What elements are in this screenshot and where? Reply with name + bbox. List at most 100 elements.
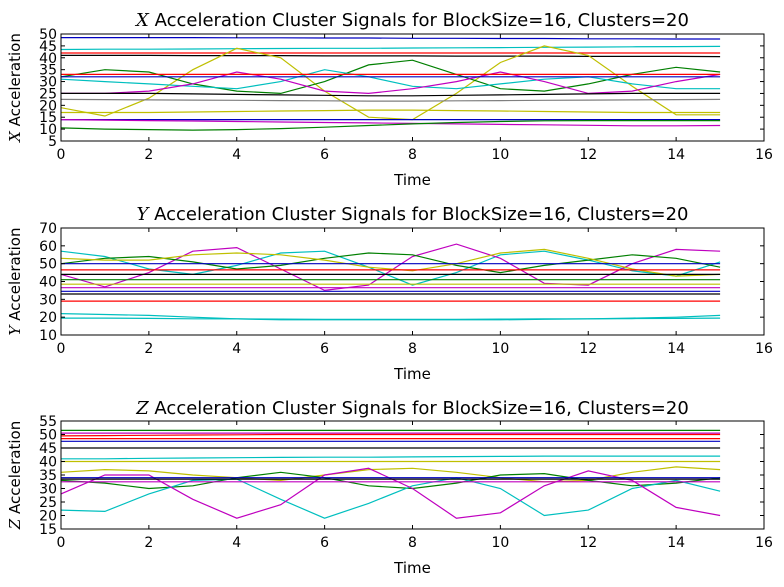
plot-frame	[60, 420, 765, 530]
y-label-text: Acceleration	[6, 228, 24, 326]
series-line-11	[61, 98, 721, 102]
chart-title: X Acceleration Cluster Signals for Block…	[134, 10, 689, 31]
x-tick-label: 12	[579, 535, 597, 551]
y-tick-label: 15	[39, 522, 57, 538]
y-tick-label: 40	[39, 51, 57, 67]
y-tick-label: 35	[39, 63, 57, 79]
series-line-1	[61, 45, 721, 51]
y-tick-label: 30	[39, 75, 57, 91]
y-tick-label: 30	[39, 292, 57, 308]
x-tick-label: 0	[57, 535, 66, 551]
x-tick-label: 16	[755, 535, 773, 551]
x-tick-label: 2	[144, 147, 153, 163]
series-line-7	[61, 71, 721, 95]
y-axis-label: X Acceleration	[6, 33, 24, 143]
x-tick-label: 0	[57, 341, 66, 357]
y-tick-label: 45	[39, 441, 57, 457]
series-line-14	[61, 317, 721, 320]
x-tick-label: 16	[755, 147, 773, 163]
x-tick-label: 8	[408, 341, 417, 357]
series-line-14	[61, 119, 721, 127]
y-tick-label: 35	[39, 468, 57, 484]
y-tick-label: 25	[39, 495, 57, 511]
y-tick-label: 15	[39, 110, 57, 126]
x-tick-label: 14	[667, 341, 685, 357]
x-tick-label: 2	[144, 341, 153, 357]
y-tick-label: 10	[39, 122, 57, 138]
title-variable: X	[134, 10, 150, 31]
series-line-6	[61, 455, 721, 460]
x-tick-label: 6	[320, 147, 329, 163]
x-tick-label: 12	[579, 147, 597, 163]
x-axis-label: Time	[393, 559, 431, 577]
y-tick-label: 20	[39, 310, 57, 326]
x-tick-label: 6	[320, 535, 329, 551]
x-tick-label: 8	[408, 535, 417, 551]
series-line-3	[61, 54, 721, 58]
x-tick-label: 4	[232, 341, 241, 357]
series-group	[61, 243, 721, 321]
series-line-10	[61, 92, 721, 97]
y-label-variable: X	[6, 130, 24, 143]
x-tick-label: 6	[320, 341, 329, 357]
y-axis-label: Z Acceleration	[6, 421, 24, 530]
y-tick-label: 5	[48, 134, 57, 150]
series-group	[61, 36, 721, 131]
series-line-0	[61, 250, 721, 286]
series-line-1	[61, 243, 721, 292]
x-tick-label: 12	[579, 341, 597, 357]
y-label-text: Acceleration	[6, 33, 24, 131]
series-line-0	[61, 36, 721, 40]
series-line-2	[61, 433, 721, 437]
title-text: Acceleration Cluster Signals for BlockSi…	[149, 398, 689, 419]
x-tick-label: 10	[491, 535, 509, 551]
y-tick-label: 20	[39, 509, 57, 525]
series-line-6	[61, 69, 721, 90]
chart-title: Y Acceleration Cluster Signals for Block…	[137, 204, 689, 225]
y-label-variable: Y	[6, 323, 24, 335]
y-tick-label: 60	[39, 239, 57, 255]
y-label-variable: Z	[6, 518, 24, 530]
y-tick-label: 50	[39, 428, 57, 444]
series-line-4	[61, 45, 721, 121]
y-tick-label: 20	[39, 98, 57, 114]
y-axis-label: Y Acceleration	[6, 228, 24, 336]
y-tick-label: 10	[39, 328, 57, 344]
y-tick-label: 45	[39, 39, 57, 55]
series-group	[61, 429, 721, 519]
x-tick-label: 0	[57, 147, 66, 163]
y-tick-label: 40	[39, 275, 57, 291]
x-tick-label: 2	[144, 535, 153, 551]
chart-title: Z Acceleration Cluster Signals for Block…	[135, 398, 689, 419]
x-tick-label: 4	[232, 535, 241, 551]
series-line-8	[61, 466, 721, 483]
y-tick-label: 50	[39, 27, 57, 43]
series-line-11	[61, 467, 721, 519]
x-tick-label: 10	[491, 341, 509, 357]
title-text: Acceleration Cluster Signals for BlockSi…	[149, 10, 689, 31]
series-line-2	[61, 252, 721, 274]
y-tick-label: 40	[39, 455, 57, 471]
y-tick-label: 25	[39, 86, 57, 102]
x-tick-label: 14	[667, 535, 685, 551]
x-tick-label: 8	[408, 147, 417, 163]
x-axis-label: Time	[393, 365, 431, 383]
title-variable: Y	[137, 204, 151, 225]
series-line-5	[61, 59, 721, 95]
title-variable: Z	[135, 398, 149, 419]
y-tick-label: 50	[39, 257, 57, 273]
y-label-text: Acceleration	[6, 421, 24, 519]
series-line-15	[61, 119, 721, 131]
title-text: Acceleration Cluster Signals for BlockSi…	[148, 204, 688, 225]
x-tick-label: 16	[755, 341, 773, 357]
x-tick-label: 4	[232, 147, 241, 163]
x-tick-label: 10	[491, 147, 509, 163]
x-tick-label: 14	[667, 147, 685, 163]
series-line-12	[61, 109, 721, 114]
x-axis-label: Time	[393, 171, 431, 189]
y-tick-label: 30	[39, 482, 57, 498]
series-line-10	[61, 477, 721, 519]
